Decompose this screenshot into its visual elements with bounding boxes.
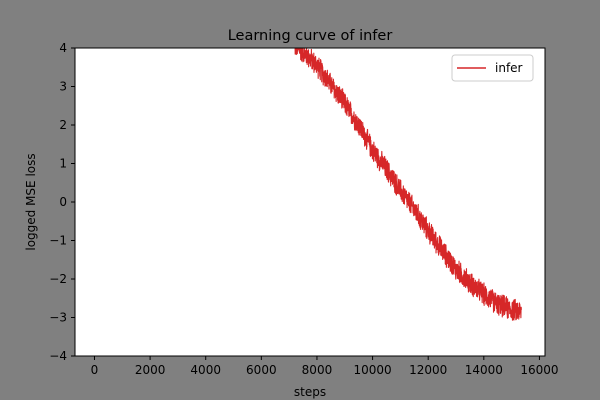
x-tick-label: 6000 bbox=[246, 363, 277, 377]
series-line-infer bbox=[294, 48, 522, 321]
y-tick-label: 0 bbox=[59, 195, 67, 209]
y-tick-label: 2 bbox=[59, 118, 67, 132]
y-tick-label: −1 bbox=[49, 234, 67, 248]
y-axis: −4 −3 −2 −1 0 1 2 3 4 bbox=[49, 41, 75, 363]
y-tick-label: −3 bbox=[49, 311, 67, 325]
y-tick-label: 4 bbox=[59, 41, 67, 55]
chart-title: Learning curve of infer bbox=[228, 28, 393, 44]
x-tick-label: 2000 bbox=[135, 363, 166, 377]
y-axis-label: logged MSE loss bbox=[24, 153, 38, 250]
legend-label-infer: infer bbox=[495, 61, 523, 75]
x-axis-label: steps bbox=[294, 385, 326, 399]
plot-area bbox=[75, 48, 545, 356]
y-tick-label: −4 bbox=[49, 349, 67, 363]
x-tick-label: 12000 bbox=[409, 363, 447, 377]
x-tick-label: 0 bbox=[91, 363, 99, 377]
x-tick-label: 4000 bbox=[190, 363, 221, 377]
x-axis: 0 2000 4000 6000 8000 10000 12000 14000 16000 bbox=[91, 356, 559, 377]
series-layer bbox=[294, 48, 522, 321]
x-tick-label: 10000 bbox=[353, 363, 391, 377]
y-tick-label: 1 bbox=[59, 157, 67, 171]
y-tick-label: 3 bbox=[59, 80, 67, 94]
x-tick-label: 14000 bbox=[465, 363, 503, 377]
legend: infer bbox=[451, 54, 534, 82]
y-tick-label: −2 bbox=[49, 272, 67, 286]
legend-box bbox=[451, 54, 534, 82]
x-tick-label: 8000 bbox=[302, 363, 333, 377]
x-tick-label: 16000 bbox=[520, 363, 558, 377]
